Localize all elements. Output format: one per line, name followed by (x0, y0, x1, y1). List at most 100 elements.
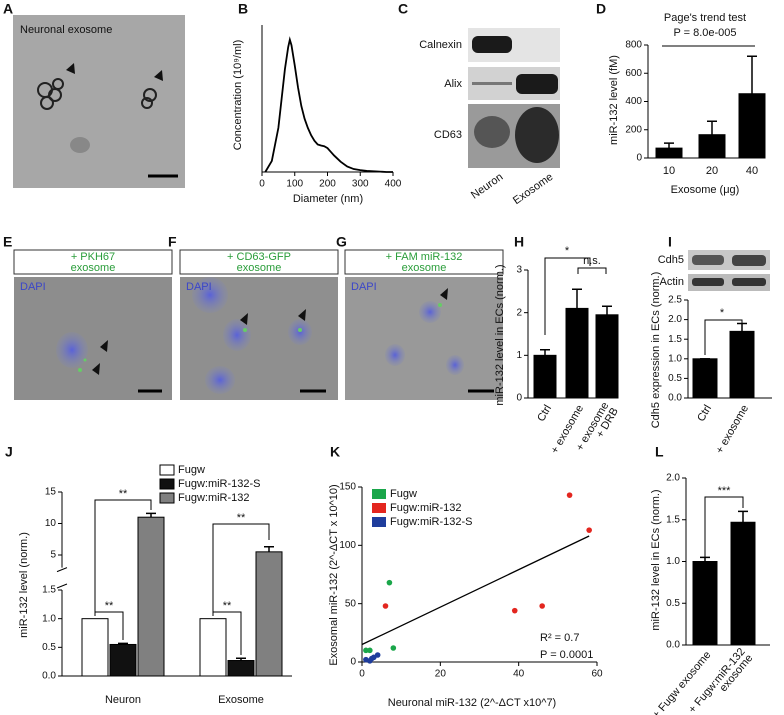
panel-letter: K (330, 444, 340, 460)
y-tick-label: 2.0 (666, 473, 680, 484)
chart-title: Page's trend test (664, 12, 746, 24)
bar (729, 330, 755, 399)
x-axis-label: Exosome (μg) (671, 184, 740, 196)
annotation: P = 0.0001 (540, 649, 593, 661)
y-tick-label: 2 (516, 307, 522, 318)
stain-label: DAPI (20, 281, 46, 293)
significance-bracket (212, 611, 242, 655)
panel-letter: C (398, 1, 408, 17)
error-bar (572, 288, 582, 309)
y-tick-label: 150 (339, 482, 356, 493)
label-box (344, 249, 504, 275)
scatter-point (586, 527, 592, 533)
significance-bracket (577, 267, 607, 274)
y-tick-label: 200 (625, 124, 642, 135)
error-bar (664, 142, 674, 149)
y-tick-label: 15 (45, 487, 57, 498)
significance-bracket (212, 523, 270, 612)
stain-label: DAPI (186, 281, 212, 293)
legend-label: Fugw:miR-132-S (178, 478, 261, 490)
bar (692, 358, 718, 399)
bar (738, 93, 766, 159)
x-tick-label: Ctrl (535, 403, 554, 424)
panel-letter: L (655, 444, 664, 460)
y-tick-label: 2.0 (668, 314, 682, 325)
x-tick-label: Ctrl (695, 403, 714, 424)
panel-letter: J (5, 444, 13, 460)
bar (655, 147, 683, 159)
error-bar (738, 510, 748, 523)
significance-bracket (544, 257, 591, 335)
lane-label: Neuron (469, 171, 505, 202)
y-tick-label: 1.0 (666, 556, 680, 567)
y-tick-label: 100 (339, 540, 356, 551)
significance-bracket (704, 496, 744, 595)
legend-label: Fugw:miR-132 (178, 492, 250, 504)
scatter-point (390, 645, 397, 651)
microscopy-image (180, 277, 338, 400)
legend-swatch (159, 464, 175, 476)
y-tick-label: 1.0 (42, 613, 56, 624)
error-bar (118, 642, 128, 645)
box-label: + PKH67 (71, 251, 115, 263)
scatter-point (539, 603, 545, 609)
bar (698, 134, 726, 159)
y-axis-label: Exosomal miR-132 (2^-ΔCT x 10^10) (328, 484, 340, 665)
annotation: * (720, 307, 725, 319)
significance-bracket (94, 499, 152, 612)
x-tick-label: Neuron (105, 694, 141, 706)
panel-letter: I (668, 234, 672, 250)
y-tick-label: 1 (516, 350, 522, 361)
bar (137, 516, 165, 677)
panel-letter: G (336, 234, 347, 250)
legend-label: Fugw:miR-132-S (390, 516, 473, 528)
box-label: exosome (71, 262, 116, 274)
band-label: Cdh5 (658, 254, 684, 266)
fit-line (361, 535, 590, 646)
error-bar (264, 546, 274, 552)
significance-bracket (704, 319, 743, 355)
error-bar (602, 305, 612, 315)
y-tick-label: 600 (625, 68, 642, 79)
y-tick-label: 0 (516, 393, 522, 404)
y-tick-label: 2.5 (668, 295, 682, 306)
y-axis-label: miR-132 level (norm.) (18, 532, 30, 638)
band-label: Alix (444, 78, 462, 90)
y-axis-label: miR-132 level in ECs (norm.) (494, 264, 506, 405)
box-label: + FAM miR-132 (386, 251, 463, 263)
x-tick-label: 40 (513, 669, 525, 680)
y-tick-label: 50 (345, 598, 357, 609)
annotation: * (565, 245, 570, 257)
panel-letter: D (596, 1, 606, 17)
x-tick-label: + exosome (714, 403, 751, 456)
image-label: Neuronal exosome (20, 24, 112, 36)
y-tick-label: 0 (350, 657, 356, 668)
band-label: Calnexin (419, 39, 462, 51)
legend-label: Fugw (390, 488, 417, 500)
western-blot (468, 28, 560, 168)
x-axis-label: Neuronal miR-132 (2^-ΔCT x10^7) (388, 697, 556, 709)
annotation: ** (237, 512, 246, 524)
scatter-point (386, 579, 393, 586)
stain-label: DAPI (351, 281, 377, 293)
y-tick-label: 5 (50, 550, 56, 561)
scatter-point (374, 652, 381, 658)
x-tick-label: 400 (385, 179, 402, 190)
bar (255, 551, 283, 677)
y-tick-label: 3 (516, 265, 522, 276)
em-image (13, 15, 185, 188)
annotation: ** (119, 488, 128, 500)
panel-letter: B (238, 1, 248, 17)
y-axis-label: miR-132 level (fM) (608, 55, 620, 145)
legend-swatch (372, 517, 386, 527)
bar (565, 307, 589, 399)
scatter-point (566, 492, 573, 498)
x-tick-label: Exosome (218, 694, 264, 706)
error-bar (707, 120, 717, 135)
scatter-point (367, 647, 373, 654)
x-tick-label: 200 (319, 179, 336, 190)
x-tick-label: 10 (663, 165, 675, 177)
y-tick-label: 0.0 (668, 393, 682, 404)
